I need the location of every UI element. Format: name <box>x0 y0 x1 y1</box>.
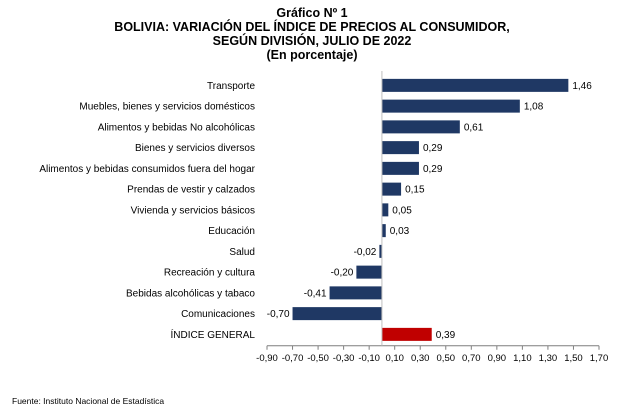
category-label-11: Bebidas alcohólicas y tabaco <box>126 288 255 299</box>
x-tick-label-13: 1,50 <box>564 353 583 364</box>
bar-9 <box>379 244 382 258</box>
x-tick-label-9: 0,70 <box>462 353 481 364</box>
data-label-11: -0,41 <box>304 288 327 299</box>
category-label-6: Prendas de vestir y calzados <box>127 185 255 196</box>
data-label-7: 0,05 <box>392 205 412 216</box>
category-label-10: Recreación y cultura <box>164 268 256 279</box>
data-label-10: -0,20 <box>331 268 354 279</box>
category-label-8: Educación <box>208 226 255 237</box>
category-label-5: Alimentos y bebidas consumidos fuera del… <box>39 164 255 175</box>
bar-11 <box>329 286 382 300</box>
x-tick-label-4: -0,30 <box>333 353 355 364</box>
bar-2 <box>381 99 520 113</box>
category-label-1: Transporte <box>207 81 255 92</box>
chart-subtitle-line-1: BOLIVIA: VARIACIÓN DEL ÍNDICE DE PRECIOS… <box>114 20 510 34</box>
bar-12 <box>292 307 382 321</box>
x-tick-label-12: 1,30 <box>539 353 558 364</box>
bar-13 <box>381 327 432 341</box>
category-label-12: Comunicaciones <box>181 309 255 320</box>
data-label-6: 0,15 <box>405 185 425 196</box>
x-tick-label-10: 0,90 <box>488 353 507 364</box>
chart-title: Gráfico Nº 1 <box>276 6 348 20</box>
source-note: Fuente: Instituto Nacional de Estadístic… <box>12 396 165 406</box>
chart-subtitle-line-3: (En porcentaje) <box>266 48 358 62</box>
data-label-2: 1,08 <box>524 102 544 113</box>
data-label-4: 0,29 <box>423 143 443 154</box>
x-tick-label-1: -0,90 <box>256 353 278 364</box>
bar-7 <box>381 203 389 217</box>
category-label-13: ÍNDICE GENERAL <box>171 328 256 341</box>
data-label-8: 0,03 <box>390 226 410 237</box>
bar-4 <box>381 141 419 155</box>
x-tick-label-5: -0,10 <box>358 353 380 364</box>
data-label-13: 0,39 <box>436 330 456 341</box>
category-label-4: Bienes y servicios diversos <box>135 143 255 154</box>
x-tick-label-8: 0,50 <box>437 353 456 364</box>
x-tick-label-14: 1,70 <box>590 353 609 364</box>
category-label-7: Vivienda y servicios básicos <box>131 205 255 216</box>
x-tick-label-7: 0,30 <box>411 353 430 364</box>
bar-6 <box>381 182 402 196</box>
category-label-9: Salud <box>229 247 255 258</box>
bar-3 <box>381 120 460 134</box>
data-label-3: 0,61 <box>464 122 484 133</box>
data-label-9: -0,02 <box>354 247 377 258</box>
data-label-1: 1,46 <box>572 81 592 92</box>
bar-1 <box>381 78 569 92</box>
category-label-2: Muebles, bienes y servicios domésticos <box>79 102 255 113</box>
chart-subtitle-line-2: SEGÚN DIVISIÓN, JULIO DE 2022 <box>212 34 412 48</box>
chart-titles: Gráfico Nº 1 BOLIVIA: VARIACIÓN DEL ÍNDI… <box>0 6 624 62</box>
bar-8 <box>381 224 386 238</box>
x-tick-label-11: 1,10 <box>513 353 532 364</box>
bar-5 <box>381 161 419 175</box>
data-label-5: 0,29 <box>423 164 443 175</box>
bar-10 <box>356 265 382 279</box>
x-tick-label-6: 0,10 <box>385 353 404 364</box>
x-tick-label-2: -0,70 <box>282 353 304 364</box>
x-tick-label-3: -0,50 <box>307 353 329 364</box>
data-label-12: -0,70 <box>267 309 290 320</box>
category-label-3: Alimentos y bebidas No alcohólicas <box>98 122 255 133</box>
